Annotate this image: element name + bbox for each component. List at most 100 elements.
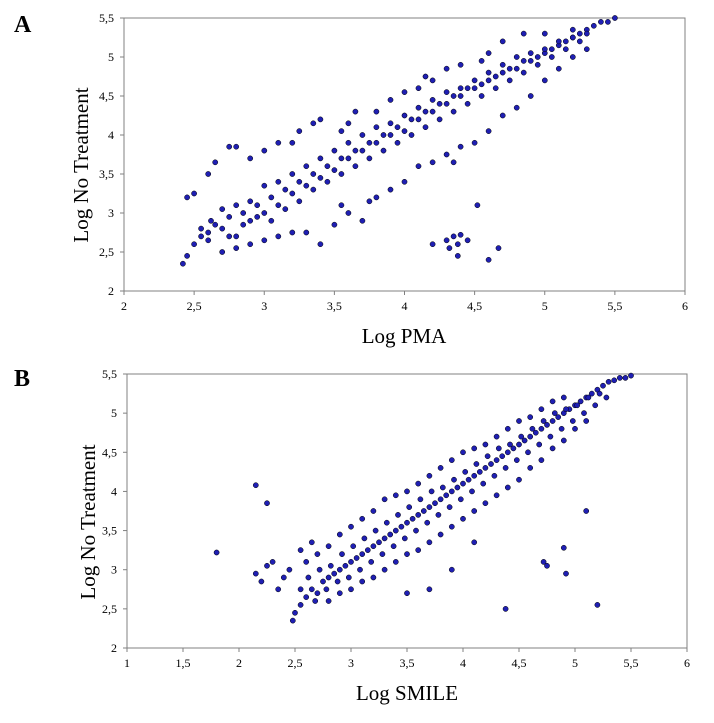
data-point <box>352 163 359 170</box>
data-point <box>213 549 220 556</box>
data-point <box>275 586 282 593</box>
data-point <box>373 139 380 146</box>
data-point <box>536 441 543 448</box>
data-point <box>233 233 240 240</box>
data-point <box>331 167 338 173</box>
data-point <box>359 515 366 522</box>
data-point <box>404 551 410 557</box>
panel-b-points <box>213 372 634 624</box>
data-point <box>549 445 556 452</box>
data-point <box>588 390 595 397</box>
data-point <box>422 108 429 115</box>
data-point <box>439 484 446 491</box>
x-tick-label: 5 <box>572 656 578 670</box>
data-point <box>331 221 338 228</box>
data-point <box>264 562 270 569</box>
data-point <box>525 449 531 456</box>
data-point <box>549 418 556 424</box>
data-point <box>303 163 310 170</box>
data-point <box>366 139 373 146</box>
data-point <box>366 198 373 205</box>
data-point <box>450 233 457 240</box>
data-point <box>460 480 466 487</box>
data-point <box>317 116 324 123</box>
data-point <box>577 398 584 405</box>
data-point <box>437 465 444 471</box>
data-point <box>297 586 304 593</box>
data-point <box>308 539 315 546</box>
data-point <box>551 410 558 416</box>
x-tick-label: 4 <box>460 656 466 670</box>
data-point <box>457 496 464 503</box>
data-point <box>292 609 298 616</box>
data-point <box>212 159 219 166</box>
data-point <box>443 65 450 72</box>
data-point <box>527 50 534 56</box>
y-tick-label: 3 <box>111 563 117 577</box>
data-point <box>376 539 382 546</box>
x-tick-label: 3 <box>348 656 354 670</box>
data-point <box>261 237 268 244</box>
y-tick-label: 5 <box>111 406 117 420</box>
data-point <box>364 547 371 553</box>
data-point <box>560 437 567 444</box>
data-point <box>422 124 429 131</box>
data-point <box>506 65 513 72</box>
data-point <box>450 108 457 115</box>
data-point <box>345 139 352 146</box>
data-point <box>310 186 317 193</box>
data-point <box>538 457 545 463</box>
data-point <box>261 182 268 189</box>
data-point <box>338 171 345 177</box>
data-point <box>605 19 611 25</box>
data-point <box>457 61 464 68</box>
data-point <box>372 527 379 534</box>
x-tick-label: 5,5 <box>624 656 639 670</box>
data-point <box>303 182 310 189</box>
data-point <box>275 178 282 185</box>
data-point <box>585 394 592 401</box>
data-point <box>289 139 296 146</box>
data-point <box>473 461 480 467</box>
data-point <box>513 54 520 60</box>
data-point <box>325 574 332 581</box>
data-point <box>465 476 472 483</box>
data-point <box>485 128 492 134</box>
data-point <box>314 551 321 557</box>
data-point <box>499 112 506 119</box>
data-point <box>212 221 219 228</box>
data-point <box>499 61 506 68</box>
data-point <box>289 190 296 197</box>
data-point <box>538 425 545 432</box>
data-point <box>357 566 363 573</box>
data-point <box>451 476 457 483</box>
data-point <box>275 139 282 146</box>
data-point <box>394 124 401 131</box>
data-point <box>628 372 634 379</box>
data-point <box>233 245 240 251</box>
data-point <box>352 147 359 154</box>
data-point <box>320 578 326 585</box>
x-tick-label: 4,5 <box>512 656 527 670</box>
data-point <box>558 425 565 432</box>
data-point <box>198 225 204 232</box>
data-point <box>485 77 492 84</box>
data-point <box>429 77 436 84</box>
data-point <box>457 143 464 150</box>
data-point <box>331 570 338 577</box>
data-point <box>342 562 349 569</box>
x-tick-label: 4,5 <box>467 299 482 313</box>
data-point <box>555 65 562 72</box>
data-point <box>409 515 416 522</box>
data-point <box>437 496 444 503</box>
data-point <box>359 132 366 138</box>
data-point <box>520 58 527 64</box>
data-point <box>548 54 555 60</box>
data-point <box>359 578 366 585</box>
data-point <box>493 433 500 440</box>
data-point <box>264 500 270 507</box>
data-point <box>205 171 212 177</box>
data-point <box>502 606 509 612</box>
data-point <box>233 143 240 150</box>
panel-a-y-axis-title: Log No Treatment <box>69 87 93 242</box>
